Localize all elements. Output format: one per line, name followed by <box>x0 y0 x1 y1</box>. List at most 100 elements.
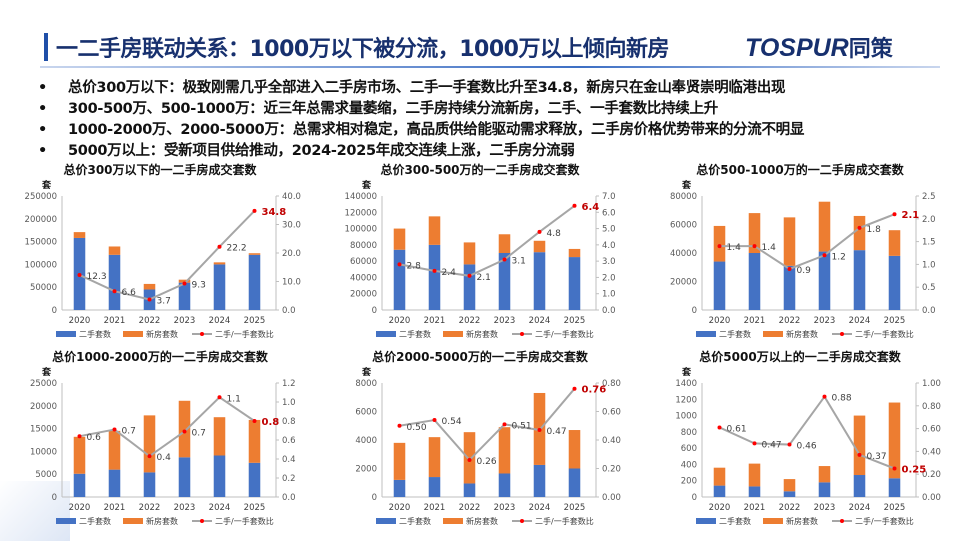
y-tick-label: 1000 <box>675 412 697 422</box>
ratio-point <box>77 434 82 439</box>
bar-second-hand <box>818 251 831 310</box>
bar-new-home <box>818 466 831 483</box>
ratio-point <box>217 244 222 249</box>
y2-tick-label: 4.0 <box>602 241 616 251</box>
y2-tick-label: 0.60 <box>602 408 621 418</box>
x-tick-label: 2020 <box>709 503 731 513</box>
x-tick-label: 2023 <box>814 503 836 513</box>
x-tick-label: 2020 <box>69 503 91 513</box>
bar-second-hand <box>463 483 476 497</box>
bar-new-home <box>568 430 581 469</box>
y2-tick-label: 0.0 <box>922 306 936 316</box>
legend-label: 新房套数 <box>146 329 178 339</box>
x-tick-label: 2023 <box>494 316 516 326</box>
bar-new-home <box>428 437 441 478</box>
bar-second-hand <box>568 468 581 497</box>
ratio-data-label: 0.54 <box>442 417 462 427</box>
y2-tick-label: 6.0 <box>602 208 616 218</box>
y-tick-label: 2000 <box>355 465 377 475</box>
ratio-data-label: 1.8 <box>867 225 882 235</box>
x-tick-label: 2024 <box>849 316 871 326</box>
bar-second-hand <box>853 250 866 310</box>
y-tick-label: 40000 <box>350 273 377 283</box>
x-tick-label: 2022 <box>779 316 801 326</box>
legend-label: 二手套数 <box>719 329 751 339</box>
legend-label: 新房套数 <box>146 516 178 526</box>
ratio-point <box>147 454 152 459</box>
ratio-data-label: 0.47 <box>762 440 782 450</box>
title-divider <box>40 66 940 68</box>
ratio-point <box>717 425 722 430</box>
ratio-point <box>502 257 507 262</box>
ratio-data-label: 0.25 <box>902 465 927 476</box>
ratio-data-label: 12.3 <box>87 272 107 282</box>
legend-label: 二手/一手套数比 <box>215 516 274 526</box>
y-tick-label: 600 <box>681 444 697 454</box>
chart-under-3m: 总价300万以下的一二手房成交套数套 0 50000 100000 150000 2000… <box>0 158 320 348</box>
ratio-data-label: 3.1 <box>512 257 526 267</box>
ratio-point <box>857 225 862 230</box>
y2-tick-label: 3.0 <box>602 257 616 267</box>
ratio-point <box>787 266 792 271</box>
ratio-point <box>822 253 827 258</box>
x-tick-label: 2025 <box>244 503 266 513</box>
bar-new-home <box>213 417 226 456</box>
ratio-point <box>752 441 757 446</box>
ratio-data-label: 22.2 <box>227 244 247 254</box>
bar-second-hand <box>783 491 796 497</box>
y-tick-label: 15000 <box>30 425 57 435</box>
chart-title: 总价5000万以上的一二手房成交套数 <box>699 349 901 364</box>
ratio-point <box>752 244 757 249</box>
legend-swatch-ratio-dot <box>520 519 524 523</box>
x-tick-label: 2022 <box>459 503 481 513</box>
y2-tick-label: 0.0 <box>282 306 296 316</box>
ratio-point <box>252 208 257 213</box>
bar-second-hand <box>533 464 546 497</box>
bar-second-hand <box>713 485 726 497</box>
y2-tick-label: 30.0 <box>282 221 301 231</box>
ratio-data-label: 2.1 <box>477 273 491 283</box>
legend-label: 新房套数 <box>786 516 818 526</box>
ratio-data-label: 2.4 <box>442 268 457 278</box>
x-tick-label: 2025 <box>884 316 906 326</box>
bar-new-home <box>178 400 191 458</box>
legend-label: 二手套数 <box>719 516 751 526</box>
y-tick-label: 40000 <box>670 249 697 259</box>
bullet-text: 5000万以上：受新项目供给推动，2024-2025年成交连续上涨，二手房分流弱 <box>68 143 575 159</box>
y2-tick-label: 1.0 <box>282 398 296 408</box>
ratio-data-label: 0.88 <box>832 394 852 404</box>
x-tick-label: 2024 <box>209 316 231 326</box>
bar-new-home <box>818 201 831 252</box>
legend-label: 二手套数 <box>399 329 431 339</box>
y-tick-label: 100000 <box>25 260 57 270</box>
bar-new-home <box>853 415 866 476</box>
bar-new-home <box>713 225 726 262</box>
ratio-point <box>77 272 82 277</box>
y2-tick-label: 1.5 <box>922 238 936 248</box>
bar-new-home <box>73 232 86 238</box>
x-tick-label: 2020 <box>69 316 91 326</box>
x-tick-label: 2025 <box>884 503 906 513</box>
chart-title: 总价500-1000万的一二手房成交套数 <box>696 162 904 177</box>
bar-new-home <box>533 240 546 253</box>
y-tick-label: 0 <box>52 306 57 316</box>
bar-new-home <box>463 432 476 484</box>
x-tick-label: 2024 <box>209 503 231 513</box>
bar-new-home <box>748 213 761 253</box>
ratio-data-label: 3.7 <box>157 296 171 306</box>
x-tick-label: 2023 <box>174 503 196 513</box>
x-tick-label: 2021 <box>424 503 446 513</box>
legend-label: 二手/一手套数比 <box>855 329 914 339</box>
legend-swatch-new <box>443 331 463 337</box>
legend-swatch-ratio-dot <box>200 332 204 336</box>
y-tick-label: 0 <box>692 306 697 316</box>
y-tick-label: 0 <box>372 493 377 503</box>
legend-label: 二手/一手套数比 <box>855 516 914 526</box>
x-tick-label: 2022 <box>459 316 481 326</box>
y2-tick-label: 40.0 <box>282 192 301 202</box>
bar-second-hand <box>498 253 511 310</box>
ratio-data-label: 1.4 <box>762 243 777 253</box>
logo-cn: 同策 <box>848 36 893 61</box>
